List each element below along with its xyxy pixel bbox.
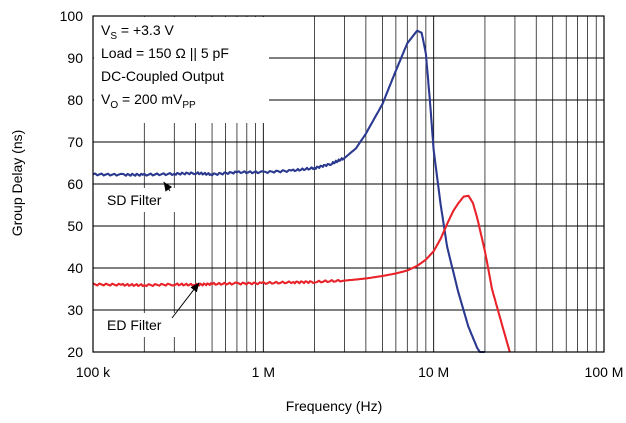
x-axis-label: Frequency (Hz)	[286, 398, 382, 414]
ed-filter-label: ED Filter	[107, 317, 162, 333]
y-tick-label: 60	[67, 176, 83, 192]
conditions-background	[94, 17, 269, 337]
y-tick-label: 40	[67, 260, 83, 276]
x-tick-label: 100 M	[585, 364, 624, 380]
series-line-sd-filter	[92, 29, 486, 354]
series-line-ed-filter	[92, 194, 511, 353]
y-tick-label: 30	[67, 302, 83, 318]
x-tick-label: 100 k	[76, 364, 111, 380]
annotations: VS = +3.3 V Load = 150 Ω || 5 pF DC-Couple…	[101, 22, 229, 333]
sd-label-box	[103, 188, 193, 212]
tick-labels: 20 30 40 50 60 70 80 90 100 100 k 1 M 10 M 100 M	[60, 8, 624, 380]
plot-frame	[92, 15, 605, 353]
conditions-box	[94, 17, 269, 123]
x-tick-label: 10 M	[418, 364, 449, 380]
y-tick-label: 50	[67, 218, 83, 234]
series	[92, 29, 511, 354]
y-tick-label: 70	[67, 134, 83, 150]
x-tick-label: 1 M	[252, 364, 275, 380]
ed-label-box	[103, 313, 193, 337]
condition-text: Load = 150 Ω || 5 pF	[101, 45, 229, 61]
y-tick-label: 90	[67, 50, 83, 66]
sd-filter-label: SD Filter	[107, 192, 162, 208]
condition-text: VO = 200 mVPP	[101, 91, 196, 111]
plot-border	[92, 15, 605, 353]
condition-text: VS = +3.3 V	[101, 22, 174, 42]
annotation-arrowhead	[163, 181, 173, 192]
y-tick-label: 80	[67, 92, 83, 108]
y-axis-label: Group Delay (ns)	[9, 130, 25, 237]
y-tick-label: 100	[60, 8, 84, 24]
condition-text: DC-Coupled Output	[101, 68, 224, 84]
annotation-arrowhead	[190, 282, 200, 293]
y-tick-label: 20	[67, 344, 83, 360]
